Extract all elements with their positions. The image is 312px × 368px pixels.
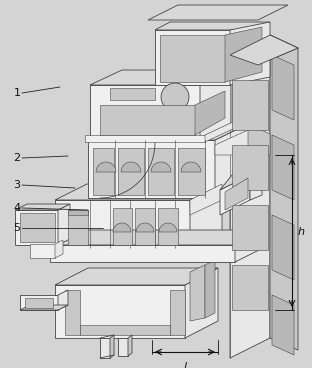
- Polygon shape: [230, 35, 298, 65]
- Polygon shape: [158, 208, 178, 245]
- Polygon shape: [272, 215, 294, 280]
- Polygon shape: [100, 105, 195, 135]
- Text: l: l: [183, 362, 187, 368]
- Polygon shape: [85, 135, 205, 142]
- Polygon shape: [110, 88, 155, 100]
- Polygon shape: [118, 148, 144, 195]
- Polygon shape: [205, 120, 237, 142]
- Polygon shape: [190, 184, 222, 248]
- Text: 2: 2: [13, 153, 21, 163]
- Polygon shape: [190, 184, 222, 215]
- Polygon shape: [20, 295, 58, 310]
- Polygon shape: [55, 184, 222, 200]
- Polygon shape: [232, 80, 268, 130]
- Polygon shape: [68, 210, 88, 215]
- Polygon shape: [110, 335, 114, 358]
- Polygon shape: [128, 335, 132, 356]
- Text: 5: 5: [13, 223, 21, 233]
- Polygon shape: [113, 223, 131, 232]
- Polygon shape: [215, 124, 248, 198]
- Polygon shape: [151, 162, 171, 172]
- Polygon shape: [232, 265, 268, 310]
- Polygon shape: [155, 30, 230, 85]
- Polygon shape: [93, 148, 114, 195]
- Polygon shape: [190, 265, 205, 321]
- Text: 1: 1: [13, 88, 21, 98]
- Polygon shape: [235, 230, 265, 262]
- Polygon shape: [148, 148, 174, 195]
- Polygon shape: [96, 162, 116, 172]
- Polygon shape: [230, 35, 270, 358]
- Polygon shape: [161, 83, 189, 111]
- Polygon shape: [270, 35, 298, 350]
- Polygon shape: [272, 295, 294, 355]
- Polygon shape: [155, 22, 270, 30]
- Polygon shape: [272, 135, 294, 200]
- Polygon shape: [159, 223, 177, 232]
- Polygon shape: [220, 175, 250, 215]
- Text: 3: 3: [13, 180, 21, 190]
- Polygon shape: [30, 244, 55, 258]
- Text: h: h: [298, 227, 305, 237]
- Polygon shape: [80, 325, 170, 335]
- Polygon shape: [181, 162, 201, 172]
- Polygon shape: [68, 210, 88, 245]
- Polygon shape: [272, 55, 294, 120]
- Polygon shape: [136, 223, 154, 232]
- Polygon shape: [135, 208, 155, 245]
- Text: 4: 4: [13, 203, 21, 213]
- Polygon shape: [121, 162, 141, 172]
- Polygon shape: [200, 70, 232, 138]
- Polygon shape: [55, 240, 63, 258]
- Polygon shape: [20, 305, 68, 310]
- Polygon shape: [185, 268, 218, 338]
- Polygon shape: [55, 285, 185, 338]
- Polygon shape: [160, 35, 225, 82]
- Polygon shape: [225, 178, 248, 210]
- Polygon shape: [100, 338, 110, 358]
- Polygon shape: [170, 290, 185, 335]
- Polygon shape: [195, 91, 225, 135]
- Polygon shape: [15, 204, 70, 210]
- Polygon shape: [230, 22, 270, 85]
- Polygon shape: [205, 260, 215, 318]
- Polygon shape: [20, 213, 55, 242]
- Polygon shape: [90, 85, 200, 138]
- Polygon shape: [232, 205, 268, 250]
- Polygon shape: [225, 27, 262, 82]
- Polygon shape: [178, 148, 205, 195]
- Polygon shape: [250, 170, 262, 200]
- Polygon shape: [232, 145, 268, 190]
- Polygon shape: [215, 130, 270, 155]
- Polygon shape: [118, 338, 128, 356]
- Polygon shape: [25, 298, 53, 308]
- Polygon shape: [220, 170, 262, 190]
- Polygon shape: [113, 208, 132, 245]
- Polygon shape: [55, 268, 218, 285]
- Polygon shape: [248, 124, 270, 155]
- Polygon shape: [55, 200, 190, 248]
- Polygon shape: [50, 230, 265, 245]
- Polygon shape: [88, 140, 215, 198]
- Polygon shape: [148, 5, 288, 20]
- Polygon shape: [65, 290, 80, 335]
- Polygon shape: [230, 35, 298, 65]
- Polygon shape: [58, 204, 70, 245]
- Polygon shape: [58, 290, 68, 310]
- Polygon shape: [15, 210, 58, 245]
- Polygon shape: [90, 70, 232, 85]
- Polygon shape: [50, 245, 235, 262]
- Polygon shape: [88, 124, 248, 140]
